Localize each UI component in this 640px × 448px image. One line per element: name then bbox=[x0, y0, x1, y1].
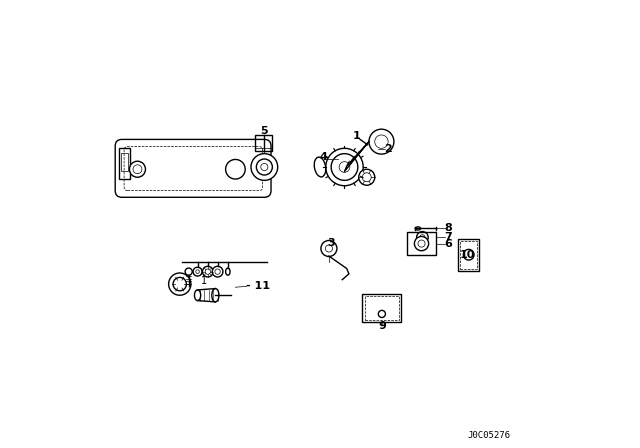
Text: 9: 9 bbox=[378, 321, 386, 332]
Circle shape bbox=[359, 169, 375, 185]
Circle shape bbox=[375, 135, 388, 148]
Circle shape bbox=[129, 161, 145, 177]
Ellipse shape bbox=[212, 289, 219, 302]
Text: 8: 8 bbox=[444, 224, 452, 233]
Text: 5: 5 bbox=[260, 125, 268, 135]
Circle shape bbox=[173, 277, 186, 291]
Text: 3: 3 bbox=[327, 238, 335, 248]
Text: 1: 1 bbox=[353, 131, 361, 141]
Bar bbox=[121, 153, 127, 171]
Circle shape bbox=[133, 165, 142, 174]
Text: 10: 10 bbox=[460, 250, 476, 260]
Bar bbox=[460, 241, 477, 268]
Circle shape bbox=[251, 154, 278, 181]
Circle shape bbox=[331, 154, 358, 181]
Text: 6: 6 bbox=[444, 239, 452, 249]
Circle shape bbox=[202, 266, 213, 277]
Bar bbox=[407, 232, 436, 255]
Circle shape bbox=[185, 268, 192, 275]
Text: 2: 2 bbox=[384, 144, 392, 154]
Text: 7: 7 bbox=[444, 233, 452, 242]
Circle shape bbox=[325, 245, 332, 252]
Circle shape bbox=[321, 241, 337, 257]
Circle shape bbox=[196, 270, 199, 273]
Ellipse shape bbox=[415, 227, 420, 230]
Bar bbox=[362, 294, 401, 322]
Circle shape bbox=[212, 266, 223, 277]
Circle shape bbox=[362, 173, 371, 182]
Circle shape bbox=[215, 269, 220, 274]
Circle shape bbox=[418, 240, 425, 247]
Ellipse shape bbox=[195, 290, 201, 301]
Circle shape bbox=[257, 159, 273, 175]
Text: 1: 1 bbox=[201, 276, 207, 285]
Circle shape bbox=[463, 250, 474, 260]
Text: - 11: - 11 bbox=[246, 281, 269, 291]
Circle shape bbox=[417, 232, 428, 243]
Circle shape bbox=[193, 267, 202, 276]
Circle shape bbox=[168, 273, 191, 295]
Circle shape bbox=[226, 159, 245, 179]
Text: 4: 4 bbox=[319, 152, 327, 162]
FancyBboxPatch shape bbox=[115, 139, 271, 197]
Bar bbox=[255, 135, 273, 151]
Circle shape bbox=[326, 148, 363, 186]
Bar bbox=[365, 296, 399, 320]
Text: J0C05276: J0C05276 bbox=[468, 431, 511, 440]
Bar bbox=[458, 239, 479, 271]
Bar bbox=[119, 148, 130, 180]
Circle shape bbox=[369, 129, 394, 154]
Circle shape bbox=[378, 310, 385, 318]
Ellipse shape bbox=[314, 157, 326, 177]
Circle shape bbox=[205, 269, 211, 274]
Circle shape bbox=[420, 235, 425, 240]
Circle shape bbox=[260, 164, 268, 171]
Circle shape bbox=[339, 162, 350, 172]
Circle shape bbox=[414, 237, 429, 251]
Ellipse shape bbox=[226, 268, 230, 275]
